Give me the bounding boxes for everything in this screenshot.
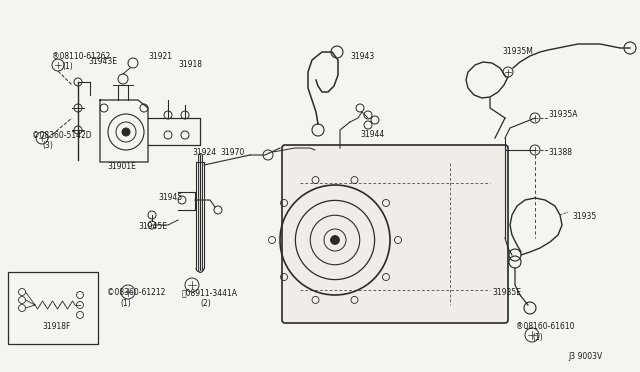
Text: 31945E: 31945E xyxy=(138,222,167,231)
Circle shape xyxy=(122,128,130,136)
Text: 31943E: 31943E xyxy=(88,57,117,66)
Text: 31935: 31935 xyxy=(572,212,596,221)
Text: 31935E: 31935E xyxy=(492,288,521,297)
Text: ®08110-61262: ®08110-61262 xyxy=(52,52,110,61)
Text: 31945: 31945 xyxy=(158,193,182,202)
Text: (1): (1) xyxy=(62,62,73,71)
Text: 31901E: 31901E xyxy=(107,162,136,171)
Text: 31388: 31388 xyxy=(548,148,572,157)
Text: 31935A: 31935A xyxy=(548,110,577,119)
Text: ©08360-61212: ©08360-61212 xyxy=(107,288,165,297)
Text: ®08160-61610: ®08160-61610 xyxy=(516,322,575,331)
Text: 31935M: 31935M xyxy=(502,47,533,56)
Text: J3 9003V: J3 9003V xyxy=(568,352,602,361)
Text: ©08360-5142D: ©08360-5142D xyxy=(32,131,92,140)
FancyBboxPatch shape xyxy=(282,145,508,323)
Text: (2): (2) xyxy=(200,299,211,308)
Text: (1): (1) xyxy=(120,299,131,308)
Text: 31918F: 31918F xyxy=(42,322,70,331)
Circle shape xyxy=(331,235,339,244)
Text: (1): (1) xyxy=(532,333,543,342)
Text: 31970: 31970 xyxy=(220,148,244,157)
Bar xyxy=(8,272,98,344)
Text: (3): (3) xyxy=(42,141,53,150)
Text: 31943: 31943 xyxy=(350,52,374,61)
Text: 31924: 31924 xyxy=(192,148,216,157)
Text: ⓝ08911-3441A: ⓝ08911-3441A xyxy=(182,288,238,297)
Text: 31921: 31921 xyxy=(148,52,172,61)
Text: 31944: 31944 xyxy=(360,130,384,139)
Text: 31918: 31918 xyxy=(178,60,202,69)
